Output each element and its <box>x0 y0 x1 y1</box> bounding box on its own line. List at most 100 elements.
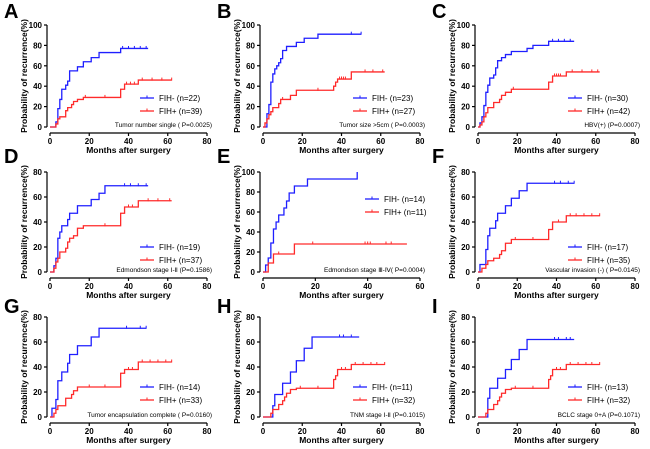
y-tick-label: 60 <box>461 338 470 347</box>
x-tick-label: 80 <box>631 137 640 146</box>
y-tick-label: 60 <box>461 193 470 202</box>
y-tick-label: 60 <box>33 62 42 71</box>
y-tick-label: 0 <box>251 268 256 277</box>
y-tick-label: 40 <box>461 218 470 227</box>
y-tick-label: 40 <box>246 363 255 372</box>
x-tick-label: 60 <box>416 282 425 291</box>
legend-label: FIH+ (n=32) <box>587 396 630 405</box>
panel-letter: C <box>432 1 446 23</box>
x-tick-label: 20 <box>298 137 307 146</box>
panel-letter: D <box>4 146 18 168</box>
x-tick-label: 20 <box>311 282 320 291</box>
y-tick-label: 80 <box>33 41 42 50</box>
x-tick-label: 20 <box>85 427 94 436</box>
series-line-fih-positive <box>478 215 600 273</box>
x-tick-label: 0 <box>476 427 481 436</box>
series-line-fih-negative <box>478 40 575 128</box>
y-tick-label: 20 <box>33 243 42 252</box>
y-axis-title: Probability of recurrence(%) <box>447 19 457 133</box>
y-tick-label: 60 <box>461 62 470 71</box>
p-value-annotation: Tumor size >5cm ( P=0.0003) <box>339 122 425 129</box>
p-value-annotation: HBV(+) (P=0.0007) <box>584 122 640 129</box>
panel-h: H 0 20 40 60 80 0 20 40 60 80 Months after surgery P… <box>217 296 425 445</box>
x-tick-label: 80 <box>416 137 425 146</box>
y-tick-label: 80 <box>246 41 255 50</box>
panel-letter: F <box>432 146 444 168</box>
panel-letter: A <box>4 1 18 23</box>
x-tick-label: 80 <box>631 427 640 436</box>
series-line-fih-positive <box>263 71 385 128</box>
y-tick-label: 100 <box>242 21 256 30</box>
y-tick-label: 20 <box>461 388 470 397</box>
y-tick-label: 20 <box>246 103 255 112</box>
y-axis-title: Probability of recurrence(%) <box>447 165 457 279</box>
x-tick-label: 0 <box>48 137 53 146</box>
x-axis-title: Months after surgery <box>86 145 171 155</box>
panel-letter: H <box>217 296 231 318</box>
legend-label: FIH- (n=19) <box>159 243 200 252</box>
x-axis-title: Months after surgery <box>86 290 171 300</box>
p-value-annotation: TNM stage Ⅰ-Ⅱ (P=0.1015) <box>350 412 425 419</box>
panel-f: F 0 20 40 60 80 0 20 40 60 80 Months after surgery P… <box>432 146 640 300</box>
series-line-fih-negative <box>263 33 362 128</box>
y-tick-label: 40 <box>33 218 42 227</box>
y-tick-label: 80 <box>33 168 42 177</box>
y-tick-label: 0 <box>466 413 471 422</box>
y-tick-label: 40 <box>33 82 42 91</box>
p-value-annotation: Edmondson stage Ⅰ-Ⅱ (P=0.1586) <box>116 267 212 274</box>
panel-letter: B <box>217 1 231 23</box>
x-tick-label: 40 <box>124 427 133 436</box>
x-tick-label: 40 <box>337 137 346 146</box>
y-axis-title: Probability of recurrence(%) <box>447 310 457 424</box>
x-tick-label: 20 <box>298 427 307 436</box>
x-tick-label: 60 <box>163 282 172 291</box>
x-axis-title: Months after surgery <box>299 145 384 155</box>
legend-label: FIH+ (n=33) <box>159 396 202 405</box>
y-axis-title: Probability of recurrence(%) <box>19 165 29 279</box>
y-tick-label: 0 <box>38 123 43 132</box>
y-tick-label: 0 <box>38 413 43 422</box>
series-line-fih-positive <box>263 243 407 273</box>
y-tick-label: 40 <box>461 363 470 372</box>
legend-label: FIH- (n=14) <box>159 383 200 392</box>
series-line-fih-negative <box>263 336 360 418</box>
y-axis-title: Probability of recurrence(%) <box>232 310 242 424</box>
y-tick-label: 80 <box>461 313 470 322</box>
y-tick-label: 60 <box>33 338 42 347</box>
x-tick-label: 40 <box>552 427 561 436</box>
series-line-fih-positive <box>50 361 172 418</box>
x-tick-label: 80 <box>631 282 640 291</box>
x-tick-label: 0 <box>48 282 53 291</box>
x-axis-title: Months after surgery <box>514 435 599 445</box>
series-line-fih-positive <box>478 363 600 418</box>
x-tick-label: 20 <box>513 282 522 291</box>
x-tick-label: 60 <box>163 137 172 146</box>
series-line-fih-negative <box>50 185 149 273</box>
y-tick-label: 100 <box>242 168 256 177</box>
series-line-fih-negative <box>50 47 149 128</box>
y-tick-label: 0 <box>251 413 256 422</box>
y-tick-label: 20 <box>461 103 470 112</box>
legend-label: FIH+ (n=35) <box>587 256 630 265</box>
y-tick-label: 80 <box>461 168 470 177</box>
x-axis-title: Months after surgery <box>514 145 599 155</box>
panel-letter: E <box>217 146 230 168</box>
legend-label: FIH+ (n=11) <box>384 208 427 217</box>
legend-label: FIH+ (n=27) <box>372 107 415 116</box>
x-tick-label: 0 <box>261 282 266 291</box>
legend-label: FIH- (n=23) <box>372 94 413 103</box>
y-tick-label: 20 <box>246 248 255 257</box>
x-tick-label: 40 <box>552 282 561 291</box>
y-tick-label: 0 <box>466 123 471 132</box>
y-axis-title: Probability of recurrence(%) <box>19 310 29 424</box>
legend-label: FIH+ (n=37) <box>159 256 202 265</box>
x-tick-label: 20 <box>513 427 522 436</box>
y-tick-label: 60 <box>246 208 255 217</box>
x-tick-label: 20 <box>85 282 94 291</box>
legend-label: FIH- (n=30) <box>587 94 628 103</box>
y-tick-label: 60 <box>33 193 42 202</box>
panel-letter: G <box>4 296 20 318</box>
series-line-fih-negative <box>478 182 575 273</box>
p-value-annotation: BCLC stage 0+A (P=0.1071) <box>558 412 640 419</box>
